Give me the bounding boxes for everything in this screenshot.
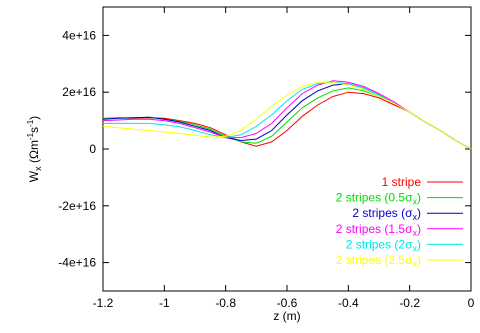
y-tick-label: 2e+16 (62, 85, 96, 99)
x-tick-label: -1 (159, 296, 170, 310)
series-line-6 (102, 81, 472, 150)
y-tick-label: 4e+16 (62, 28, 96, 42)
x-tick-label: -0.2 (399, 296, 420, 310)
x-axis-label: z (m) (273, 309, 300, 323)
x-tick-label: -1.2 (93, 296, 114, 310)
legend-label-4: 2 stripes (1.5σx) (336, 222, 421, 238)
x-tick-label: -0.6 (277, 296, 298, 310)
tick-layer: -1.2 -1 -0.8 -0.6 -0.4 -0.2 0 4e+16 2e+16 0 -2e+16… (58, 7, 475, 310)
x-tick-label: -0.8 (215, 296, 236, 310)
series-layer (102, 80, 472, 150)
x-tick-label: -0.4 (338, 296, 359, 310)
legend-label-2: 2 stripes (0.5σx) (336, 191, 421, 207)
y-tick-label: -2e+16 (58, 199, 96, 213)
legend-label-3: 2 stripes (σx) (352, 206, 421, 222)
legend-label-5: 2 stripes (2σx) (346, 237, 421, 253)
y-tick-label: 0 (89, 142, 96, 156)
y-tick-label: -4e+16 (58, 256, 96, 270)
legend-label-6: 2 stripes (2.5σx) (336, 253, 421, 269)
legend-label-1: 1 stripe (382, 175, 422, 189)
y-axis-label: Wx (Ωm-1s-1) (26, 116, 43, 182)
x-tick-label: 0 (468, 296, 475, 310)
